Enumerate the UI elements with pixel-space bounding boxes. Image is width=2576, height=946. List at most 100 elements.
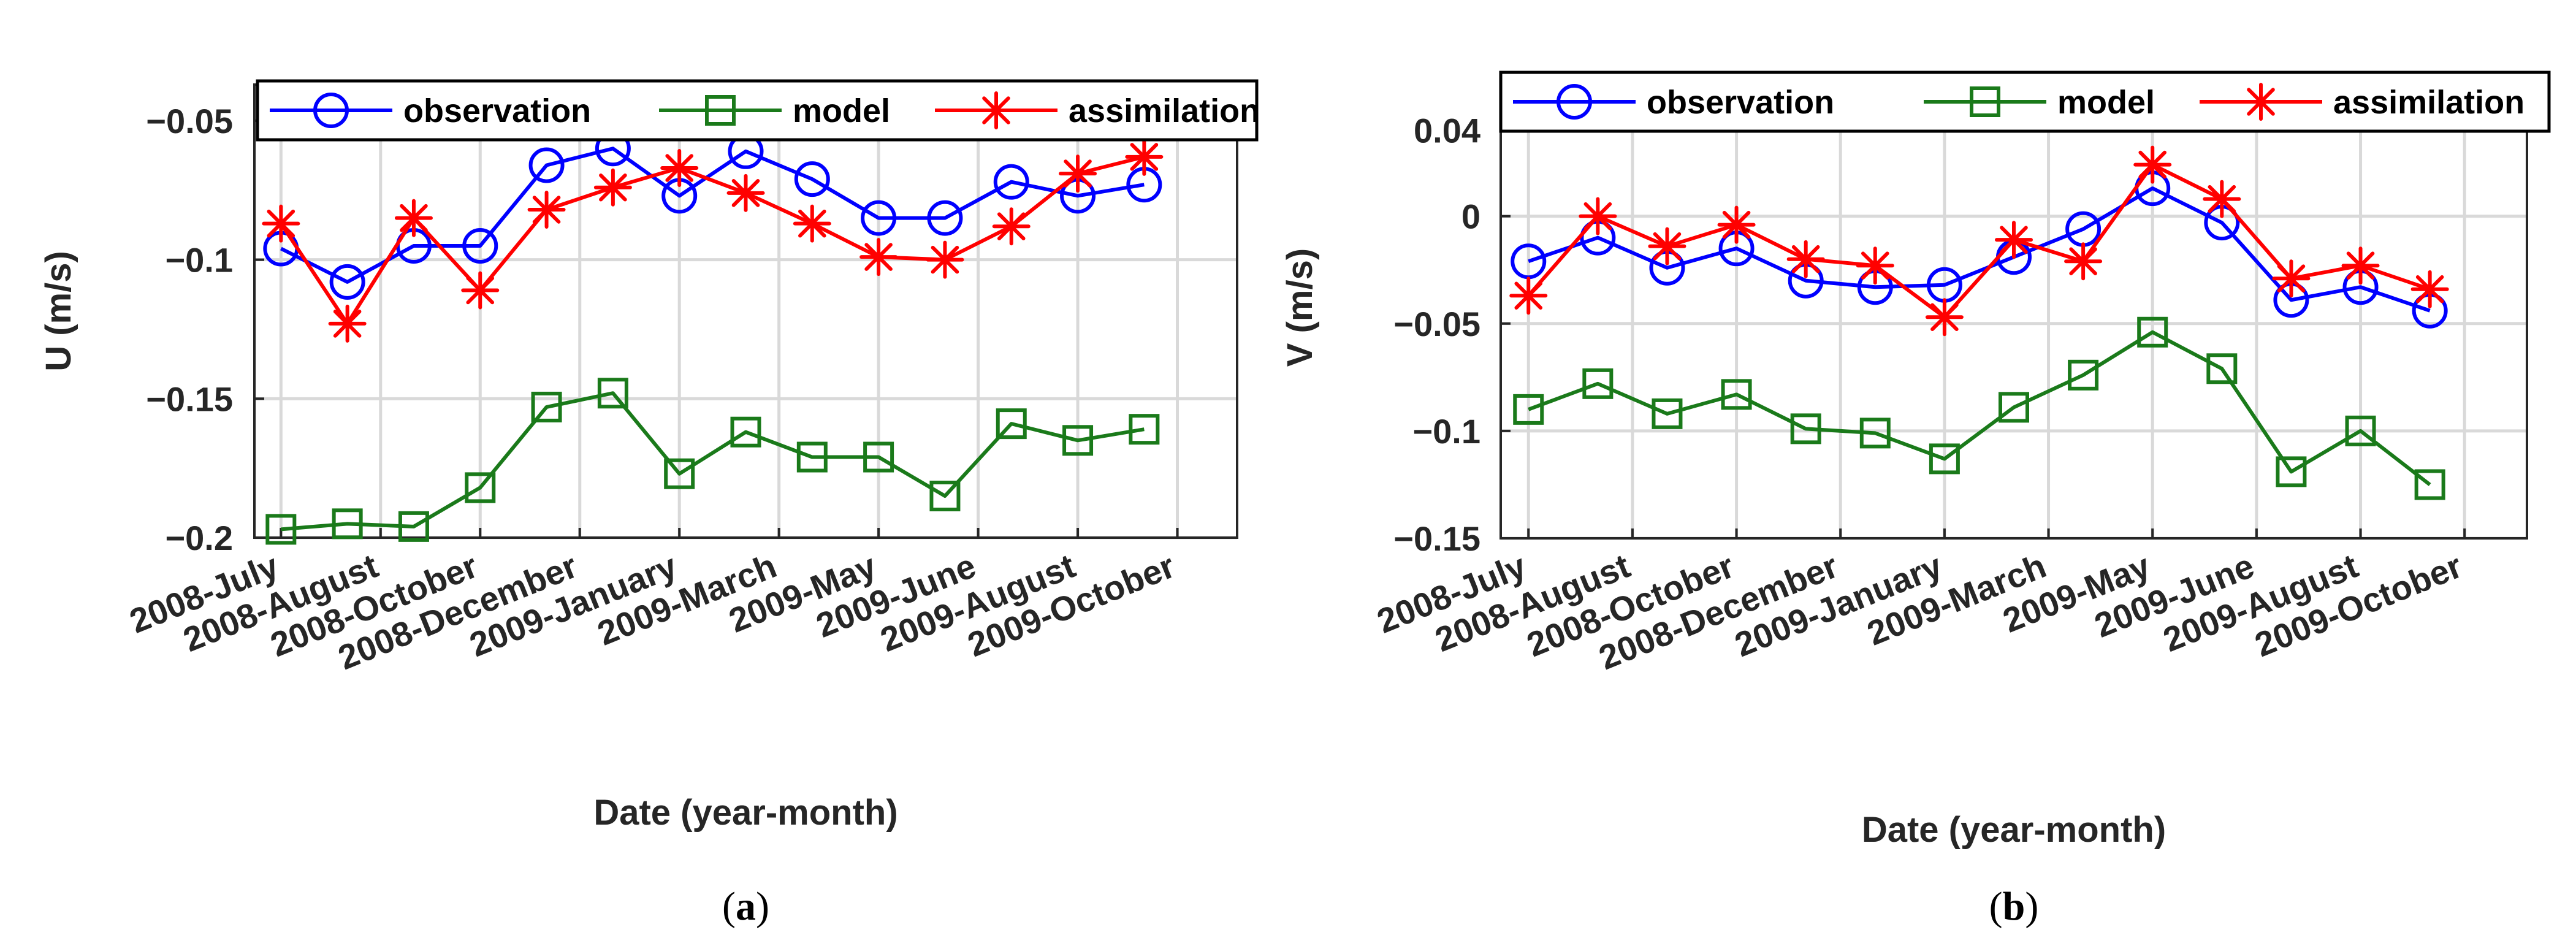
caption-paren-open: ( (1989, 884, 2003, 929)
model-point (2206, 353, 2238, 384)
assimilation-point (1125, 137, 1164, 176)
model-point (996, 408, 1027, 440)
model-point (1929, 443, 1960, 475)
model-line (1528, 330, 2431, 486)
assimilation-point (1579, 197, 1617, 235)
model-point (1790, 413, 1821, 444)
assimilation-point (859, 238, 898, 277)
legend-marker-assimilation (2242, 83, 2280, 121)
assimilation-point (1059, 154, 1097, 193)
model-point (863, 441, 894, 473)
legend-box (1499, 71, 2551, 133)
x-axis-label: Date (year-month) (1862, 810, 2166, 850)
model-point (465, 472, 496, 503)
legend-marker-model (705, 95, 736, 126)
assimilation-point (2133, 145, 2172, 184)
observation-point (861, 200, 897, 236)
assimilation-point (1717, 205, 1756, 244)
model-point (2068, 359, 2099, 391)
legend-marker-model (1970, 86, 2000, 117)
observation-point (329, 264, 365, 300)
y-tick-label: −0.15 (146, 380, 233, 418)
model-point (796, 441, 828, 473)
legend-label-observation: observation (403, 93, 591, 129)
assimilation-point (2341, 246, 2380, 285)
y-tick-label: −0.05 (1393, 305, 1480, 343)
assimilation-point (793, 204, 831, 243)
model-point (1513, 394, 1544, 425)
model-point (2345, 415, 2376, 446)
assimilation-point (926, 240, 964, 279)
y-tick-label: −0.2 (165, 519, 233, 557)
model-point (531, 391, 562, 422)
model-point (2276, 456, 2307, 487)
observation-point (993, 164, 1029, 200)
legend-marker-assimilation (977, 91, 1015, 129)
assimilation-point (1856, 246, 1894, 285)
assimilation-point (1995, 221, 2033, 259)
y-axis-label: V (m/s) (1280, 248, 1320, 367)
model-point (1721, 379, 1752, 410)
assimilation-point (660, 149, 699, 188)
caption-paren-close: ) (756, 884, 769, 929)
assimilation-point (1648, 227, 1686, 265)
y-axis-label: U (m/s) (39, 251, 78, 372)
y-tick-label: 0 (1461, 197, 1480, 236)
assimilation-point (527, 191, 566, 229)
model-point (2137, 316, 2168, 348)
assimilation-point (2203, 180, 2241, 218)
assimilation-point (2410, 270, 2449, 308)
model-point (398, 511, 429, 542)
assimilation-point (262, 204, 300, 243)
y-tick-label: −0.1 (165, 241, 233, 280)
chart-panel-a: −0.2−0.15−0.1−0.052008-July2008-August20… (39, 79, 1260, 929)
panel-caption: (a) (722, 884, 769, 929)
model-point (265, 514, 297, 545)
y-tick-label: −0.15 (1393, 519, 1480, 558)
assimilation-point (1509, 277, 1548, 315)
caption-paren-open: ( (722, 884, 736, 929)
assimilation-point (461, 271, 500, 310)
assimilation-point (992, 207, 1031, 246)
assimilation-point (2272, 259, 2311, 298)
caption-letter: a (736, 884, 756, 929)
y-tick-label: 0.04 (1414, 112, 1480, 150)
caption-paren-close: ) (2025, 884, 2038, 929)
observation-point (462, 227, 498, 264)
model-point (1999, 392, 2029, 423)
observation-line (280, 147, 1145, 284)
legend-label-assimilation: assimilation (2333, 84, 2525, 121)
caption-letter: b (2003, 884, 2025, 929)
assimilation-point (1925, 298, 1964, 337)
legend-label-observation: observation (1647, 84, 1834, 121)
legend-label-model: model (793, 93, 890, 129)
legend-label-assimilation: assimilation (1069, 93, 1260, 129)
legend-label-model: model (2057, 84, 2155, 121)
model-point (597, 378, 628, 409)
model-point (664, 458, 695, 489)
assimilation-point (1786, 240, 1825, 278)
model-point (1652, 398, 1683, 429)
model-point (332, 508, 363, 540)
assimilation-point (394, 199, 433, 237)
assimilation-point (328, 304, 367, 343)
model-point (1129, 414, 1160, 445)
model-point (929, 480, 961, 511)
assimilation-point (2064, 242, 2103, 281)
model-point (1582, 368, 1614, 399)
model-point (2414, 469, 2445, 500)
legend-marker-observation (1557, 84, 1592, 120)
assimilation-point (726, 174, 765, 212)
observation-point (794, 161, 830, 197)
y-tick-label: −0.1 (1412, 412, 1480, 451)
panel-caption: (b) (1989, 884, 2039, 929)
y-tick-label: −0.05 (146, 102, 233, 140)
x-axis-label: Date (year-month) (593, 793, 897, 833)
model-point (1859, 418, 1891, 449)
observation-point (528, 147, 565, 183)
observation-point (927, 200, 963, 236)
assimilation-point (593, 168, 632, 207)
legend-marker-observation (313, 93, 349, 128)
